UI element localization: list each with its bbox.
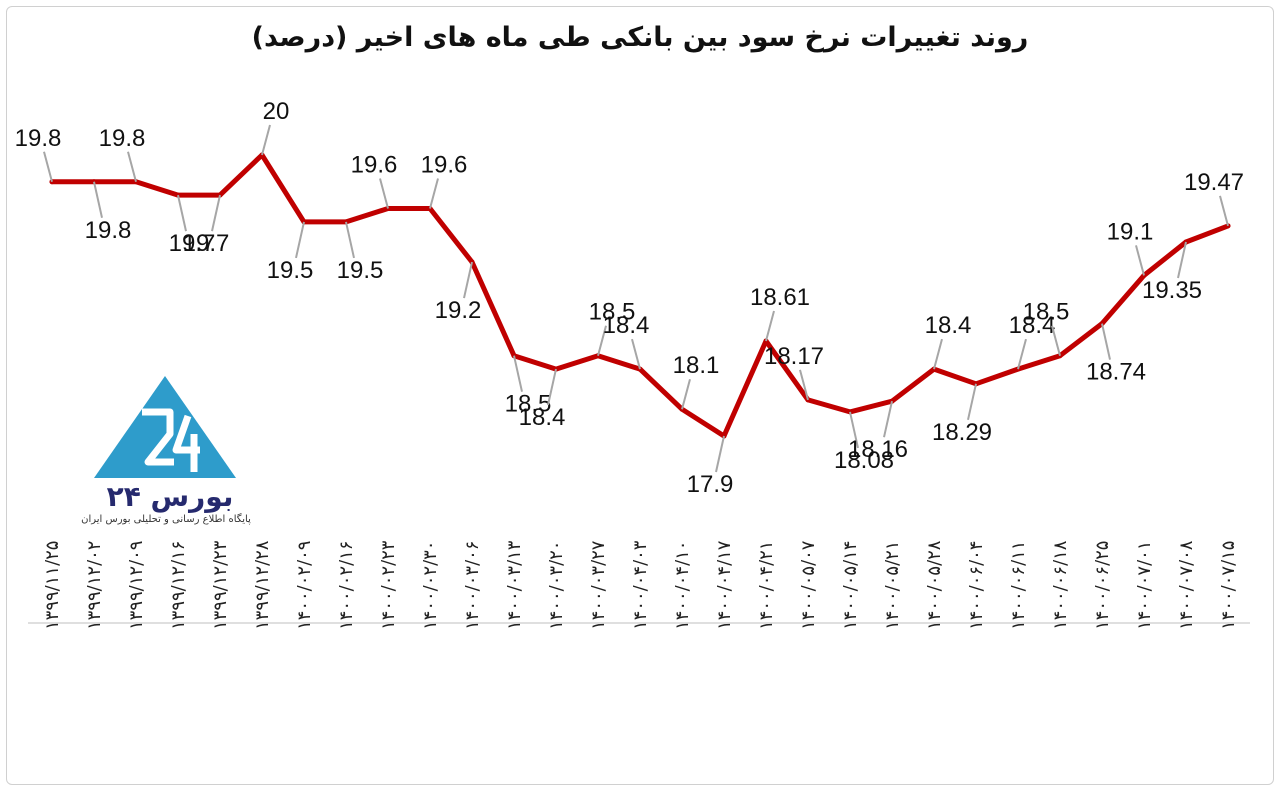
data-label-leader: [295, 221, 305, 259]
data-label-leader: [1051, 325, 1061, 356]
data-label: 19.8: [15, 125, 62, 152]
data-label: 19.5: [267, 257, 314, 284]
data-label: 19.8: [85, 217, 132, 244]
data-label-leader: [933, 338, 943, 370]
data-label-leader: [127, 151, 137, 183]
x-tick-label: ۱۴۰۰/۰۶/۲۵: [1092, 541, 1113, 630]
x-tick-label: ۱۴۰۰/۰۲/۳۰: [420, 541, 441, 630]
x-tick-label: ۱۴۰۰/۰۷/۰۸: [1176, 540, 1197, 630]
data-label-leader: [597, 325, 607, 356]
data-label: 18.17: [764, 343, 824, 370]
data-label: 19.1: [1107, 218, 1154, 245]
x-tick-label: ۱۳۹۹/۱۲/۲۸: [252, 540, 273, 630]
data-label: 18.29: [932, 419, 992, 446]
x-tick-label: ۱۴۰۰/۰۴/۱۰: [672, 541, 693, 630]
data-label-leader: [43, 151, 53, 183]
data-label: 17.9: [687, 471, 734, 498]
data-label: 18.5: [505, 391, 552, 418]
data-label: 18.4: [1009, 312, 1056, 339]
x-tick-label: ۱۴۰۰/۰۷/۰۱: [1134, 541, 1155, 630]
x-tick-label: ۱۳۹۹/۱۲/۰۹: [126, 541, 147, 630]
data-label-leader: [849, 411, 859, 449]
data-label-leader: [967, 383, 977, 421]
data-label: 18.61: [750, 284, 810, 311]
data-label-leader: [631, 338, 641, 370]
bourse24-logo: [94, 376, 236, 478]
data-label: 18.1: [673, 352, 720, 379]
data-label-leader: [1219, 195, 1229, 227]
x-tick-label: ۱۴۰۰/۰۲/۱۶: [336, 541, 357, 630]
data-label: 18.08: [834, 447, 894, 474]
logo-digit-2-icon: [142, 408, 174, 466]
x-tick-label: ۱۴۰۰/۰۶/۱۱: [1008, 541, 1029, 630]
x-tick-label: ۱۴۰۰/۰۶/۰۴: [966, 541, 987, 630]
data-label-leader: [1101, 323, 1111, 360]
data-label: 19.47: [1184, 169, 1244, 196]
data-label: 18.16: [848, 436, 908, 463]
data-label: 19.7: [183, 230, 230, 257]
chart-frame: [6, 6, 1274, 785]
x-tick-label: ۱۳۹۹/۱۲/۱۶: [168, 541, 189, 630]
data-label-leader: [799, 369, 809, 401]
data-label: 18.4: [603, 312, 650, 339]
data-label-leader: [681, 378, 691, 410]
data-label-leader: [883, 400, 893, 438]
data-label: 18.4: [925, 312, 972, 339]
x-tick-label: ۱۴۰۰/۰۲/۰۹: [294, 541, 315, 630]
data-label-leader: [463, 261, 473, 299]
x-tick-label: ۱۴۰۰/۰۴/۱۷: [714, 540, 735, 630]
data-label-leader: [513, 355, 523, 392]
data-label: 19.35: [1142, 277, 1202, 304]
x-tick-label: ۱۴۰۰/۰۲/۲۳: [378, 540, 399, 630]
data-label-leader: [345, 221, 355, 259]
data-label: 19.5: [337, 257, 384, 284]
x-tick-label: ۱۴۰۰/۰۶/۱۸: [1050, 540, 1071, 630]
data-label: 18.74: [1086, 359, 1146, 386]
data-label: 18.5: [589, 299, 636, 326]
x-tick-label: ۱۴۰۰/۰۵/۱۴: [840, 541, 861, 630]
data-label-leader: [429, 178, 439, 209]
data-label-leader: [765, 310, 775, 342]
x-tick-label: ۱۴۰۰/۰۴/۰۳: [630, 540, 651, 630]
data-label: 19.7: [169, 230, 216, 257]
x-tick-label: ۱۳۹۹/۱۲/۰۲: [84, 541, 105, 630]
data-label-leader: [547, 368, 557, 406]
data-label-leader: [1135, 245, 1145, 276]
x-tick-label: ۱۴۰۰/۰۳/۰۶: [462, 541, 483, 630]
data-label: 19.6: [421, 152, 468, 179]
x-tick-label: ۱۴۰۰/۰۵/۰۷: [798, 540, 819, 630]
data-label-leader: [93, 181, 103, 218]
x-tick-label: ۱۴۰۰/۰۳/۲۷: [588, 540, 609, 630]
logo-digit-4-icon: [172, 414, 200, 472]
x-tick-label: ۱۴۰۰/۰۳/۱۳: [504, 540, 525, 630]
x-tick-label: ۱۴۰۰/۰۷/۱۵: [1218, 541, 1239, 630]
x-tick-label: ۱۳۹۹/۱۱/۲۵: [42, 541, 63, 630]
data-label-leader: [211, 194, 221, 232]
data-label: 20: [263, 98, 290, 125]
data-label-leader: [379, 178, 389, 209]
data-label: 19.6: [351, 152, 398, 179]
logo-triangle-icon: [94, 376, 236, 478]
data-label-leader: [715, 435, 725, 473]
logo-name: بورس ۲۴: [106, 480, 234, 513]
data-label-leader: [1177, 241, 1187, 279]
x-tick-label: ۱۳۹۹/۱۲/۲۳: [210, 540, 231, 630]
data-label-leader: [177, 194, 187, 232]
x-tick-label: ۱۴۰۰/۰۴/۲۱: [756, 541, 777, 630]
logo-tagline: پایگاه اطلاع رسانی و تحلیلی بورس ایران: [81, 514, 251, 525]
data-label: 19.8: [99, 125, 146, 152]
x-tick-label: ۱۴۰۰/۰۵/۲۸: [924, 540, 945, 630]
data-label: 19.2: [435, 297, 482, 324]
data-label-leader: [1017, 338, 1027, 370]
data-label-leader: [261, 124, 271, 156]
x-tick-label: ۱۴۰۰/۰۵/۲۱: [882, 541, 903, 630]
data-label: 18.4: [519, 404, 566, 431]
x-tick-label: ۱۴۰۰/۰۳/۲۰: [546, 541, 567, 630]
chart-title: روند تغییرات نرخ سود بین بانکی طی ماه ها…: [251, 22, 1029, 53]
data-label: 18.5: [1023, 299, 1070, 326]
